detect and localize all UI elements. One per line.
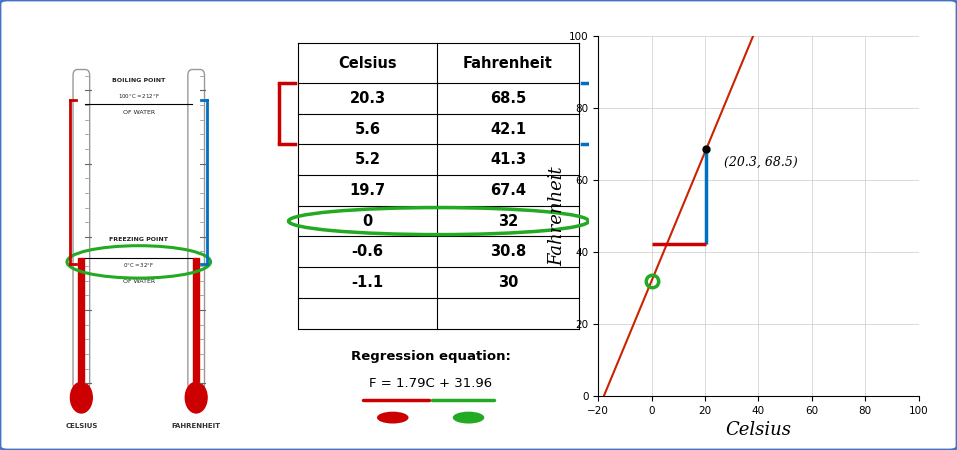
Text: OF WATER: OF WATER: [122, 279, 155, 284]
FancyBboxPatch shape: [188, 69, 205, 389]
Text: $\mathdefault{100°C = 212°F}$: $\mathdefault{100°C = 212°F}$: [118, 92, 160, 100]
Bar: [78, 258, 84, 382]
Text: 67.4: 67.4: [490, 183, 526, 198]
Text: -1.1: -1.1: [351, 275, 384, 290]
Text: OF WATER: OF WATER: [122, 110, 155, 115]
Text: (20.3, 68.5): (20.3, 68.5): [723, 156, 797, 169]
Text: 5.2: 5.2: [354, 152, 381, 167]
Circle shape: [186, 382, 207, 413]
Text: F = 1.79C + 31.96: F = 1.79C + 31.96: [369, 378, 492, 391]
Text: BOILING POINT: BOILING POINT: [112, 78, 166, 83]
Y-axis label: Fahrenheit: Fahrenheit: [548, 166, 566, 266]
Text: Regression equation:: Regression equation:: [350, 350, 511, 363]
Text: FAHRENHEIT: FAHRENHEIT: [171, 423, 221, 429]
Circle shape: [71, 382, 92, 413]
Text: $\mathdefault{0°C = 32°F}$: $\mathdefault{0°C = 32°F}$: [123, 261, 154, 269]
Text: Celsius: Celsius: [338, 56, 397, 71]
X-axis label: Celsius: Celsius: [725, 421, 791, 439]
FancyBboxPatch shape: [73, 69, 90, 389]
Text: 42.1: 42.1: [490, 122, 526, 136]
Text: 32: 32: [498, 214, 518, 229]
Text: 20.3: 20.3: [349, 91, 386, 106]
Text: -0.6: -0.6: [351, 244, 384, 259]
Text: 41.3: 41.3: [490, 152, 526, 167]
Text: Fahrenheit: Fahrenheit: [463, 56, 553, 71]
Text: 19.7: 19.7: [349, 183, 386, 198]
Text: 0: 0: [363, 214, 372, 229]
Ellipse shape: [453, 412, 484, 423]
Bar: [193, 258, 199, 382]
Text: FREEZING POINT: FREEZING POINT: [109, 237, 168, 242]
Text: 30: 30: [498, 275, 518, 290]
Text: 68.5: 68.5: [490, 91, 526, 106]
Text: 30.8: 30.8: [490, 244, 526, 259]
Text: 5.6: 5.6: [354, 122, 381, 136]
Text: CELSIUS: CELSIUS: [65, 423, 98, 429]
Ellipse shape: [377, 412, 409, 423]
